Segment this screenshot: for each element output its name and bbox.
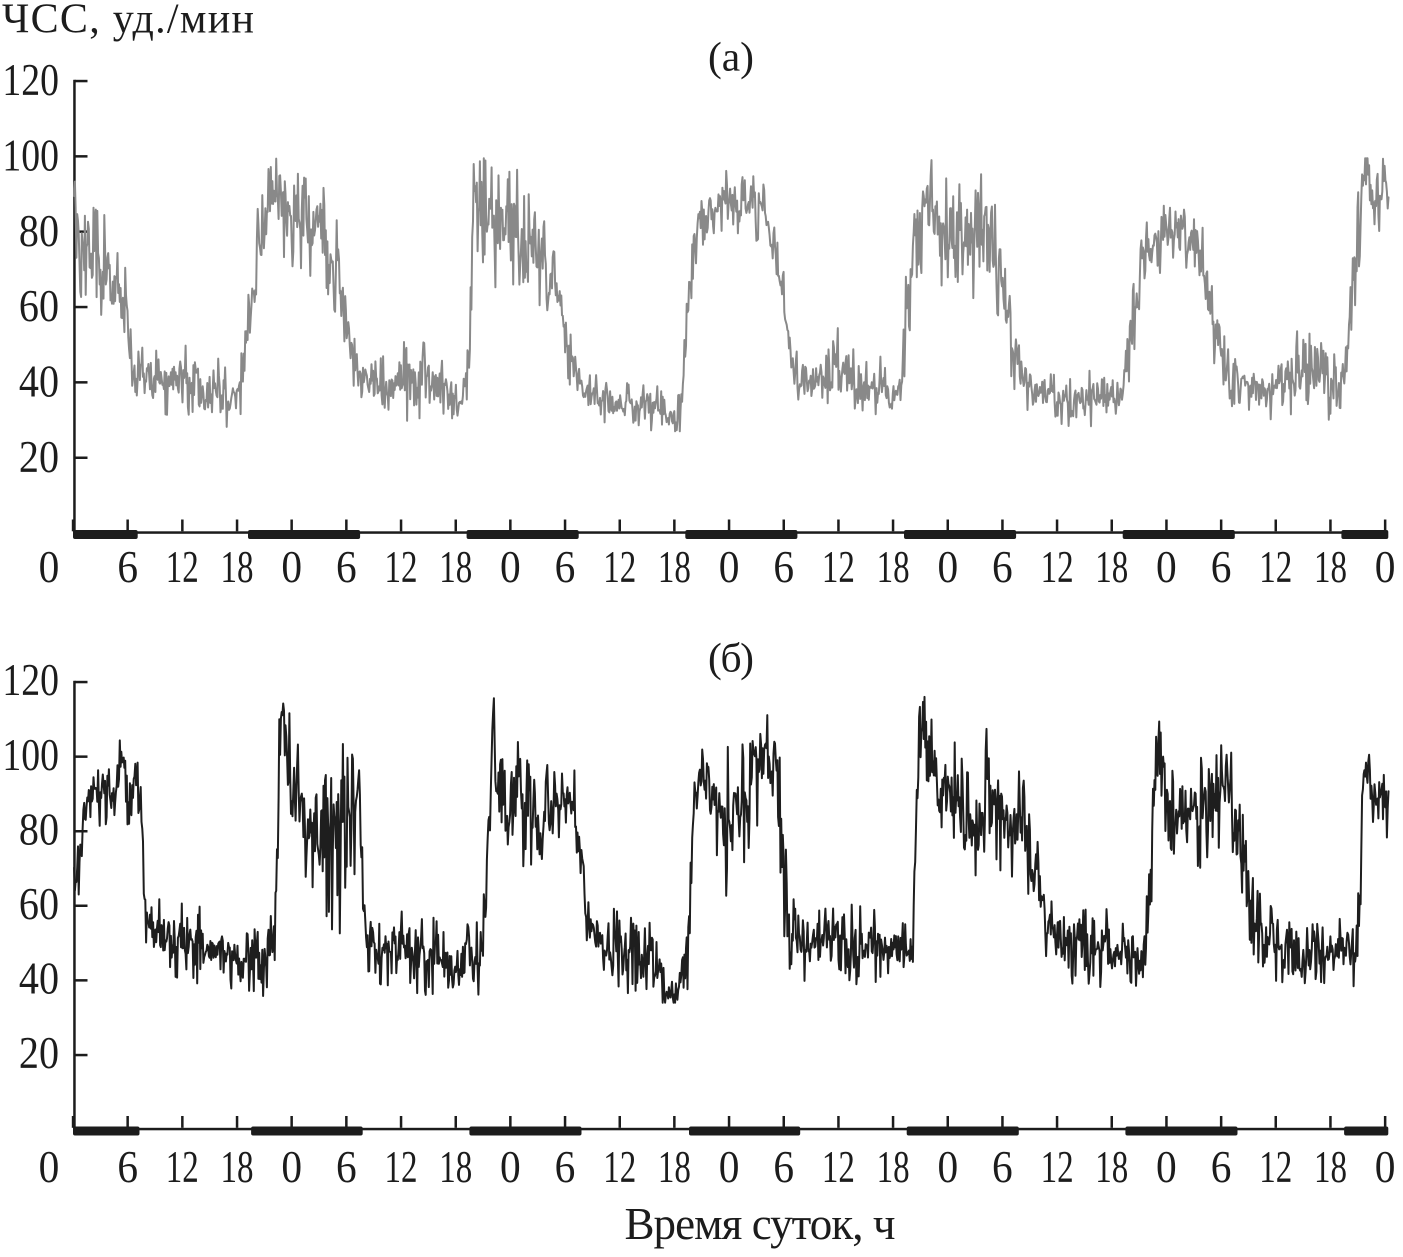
svg-text:18: 18 [439, 1142, 472, 1192]
svg-text:(б): (б) [708, 635, 754, 682]
svg-text:6: 6 [555, 542, 576, 592]
svg-text:18: 18 [439, 542, 472, 592]
svg-text:0: 0 [937, 1142, 958, 1192]
svg-text:18: 18 [1314, 542, 1347, 592]
svg-text:18: 18 [1314, 1142, 1347, 1192]
svg-text:6: 6 [773, 1142, 794, 1192]
svg-text:6: 6 [117, 542, 138, 592]
svg-text:6: 6 [992, 542, 1013, 592]
svg-text:12: 12 [603, 542, 636, 592]
svg-text:12: 12 [1259, 1142, 1292, 1192]
svg-text:ЧСС, уд./мин: ЧСС, уд./мин [2, 0, 254, 43]
svg-text:18: 18 [658, 542, 691, 592]
svg-text:6: 6 [336, 1142, 357, 1192]
svg-text:12: 12 [1041, 542, 1074, 592]
svg-text:6: 6 [1211, 542, 1232, 592]
svg-text:12: 12 [385, 542, 418, 592]
svg-text:12: 12 [822, 542, 855, 592]
svg-text:18: 18 [1095, 542, 1128, 592]
svg-text:18: 18 [221, 542, 254, 592]
svg-text:40: 40 [19, 357, 59, 407]
svg-text:6: 6 [117, 1142, 138, 1192]
svg-text:20: 20 [19, 432, 59, 482]
svg-text:60: 60 [19, 281, 59, 331]
svg-text:100: 100 [2, 730, 59, 780]
svg-text:12: 12 [1259, 542, 1292, 592]
svg-text:0: 0 [281, 1142, 302, 1192]
svg-text:20: 20 [19, 1028, 59, 1078]
svg-text:80: 80 [19, 206, 59, 256]
svg-text:18: 18 [877, 542, 910, 592]
svg-text:0: 0 [281, 542, 302, 592]
svg-text:100: 100 [2, 131, 59, 181]
svg-text:6: 6 [1211, 1142, 1232, 1192]
svg-text:0: 0 [39, 1142, 60, 1192]
svg-text:18: 18 [1095, 1142, 1128, 1192]
svg-text:12: 12 [166, 1142, 199, 1192]
svg-text:0: 0 [719, 542, 740, 592]
svg-text:0: 0 [39, 542, 60, 592]
svg-text:0: 0 [1156, 1142, 1177, 1192]
svg-text:6: 6 [773, 542, 794, 592]
svg-text:12: 12 [1041, 1142, 1074, 1192]
svg-text:0: 0 [719, 1142, 740, 1192]
svg-text:18: 18 [221, 1142, 254, 1192]
svg-text:Время суток, ч: Время суток, ч [625, 1199, 896, 1249]
svg-text:6: 6 [992, 1142, 1013, 1192]
svg-text:18: 18 [658, 1142, 691, 1192]
svg-text:6: 6 [555, 1142, 576, 1192]
svg-text:0: 0 [1375, 542, 1396, 592]
svg-text:12: 12 [166, 542, 199, 592]
svg-text:0: 0 [1375, 1142, 1396, 1192]
svg-text:0: 0 [1156, 542, 1177, 592]
svg-text:12: 12 [603, 1142, 636, 1192]
svg-text:0: 0 [937, 542, 958, 592]
svg-text:18: 18 [877, 1142, 910, 1192]
svg-text:120: 120 [2, 55, 59, 105]
svg-text:120: 120 [2, 655, 59, 705]
svg-text:0: 0 [500, 542, 521, 592]
svg-text:(а): (а) [708, 34, 754, 81]
svg-text:40: 40 [19, 954, 59, 1004]
svg-text:80: 80 [19, 804, 59, 854]
svg-text:12: 12 [385, 1142, 418, 1192]
svg-text:6: 6 [336, 542, 357, 592]
svg-text:0: 0 [500, 1142, 521, 1192]
svg-text:60: 60 [19, 879, 59, 929]
svg-text:12: 12 [822, 1142, 855, 1192]
